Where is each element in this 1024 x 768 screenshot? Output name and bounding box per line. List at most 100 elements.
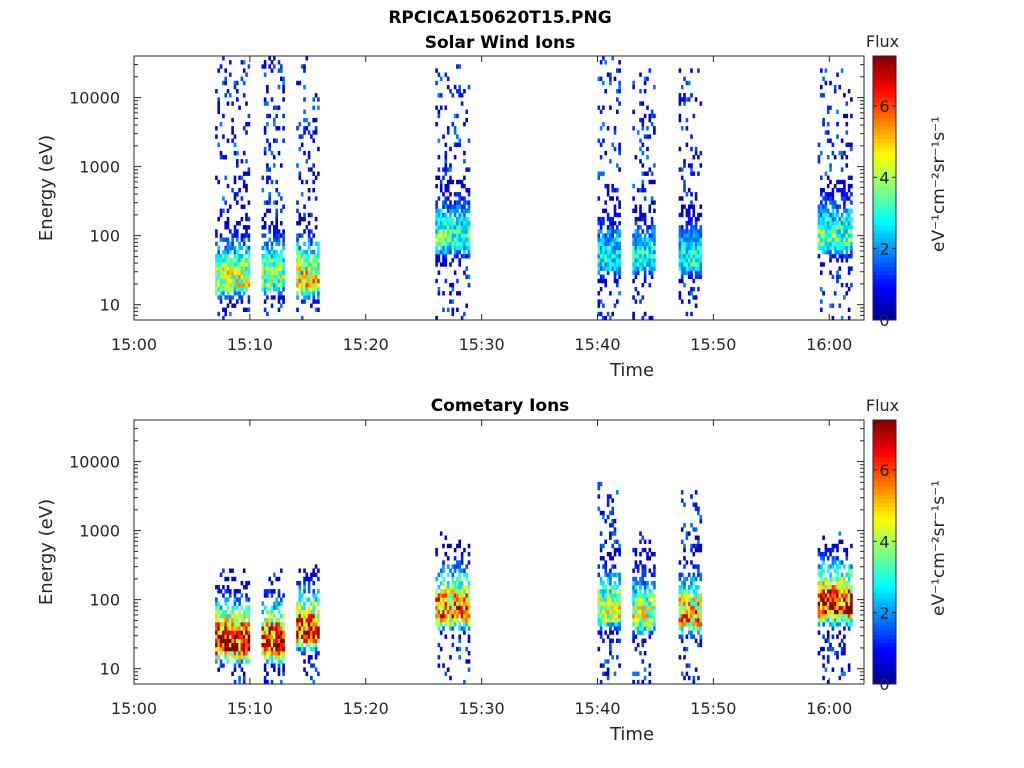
flux-cell <box>687 80 691 86</box>
colorbar-segment <box>873 539 896 545</box>
flux-cell <box>822 225 825 230</box>
flux-cell <box>843 646 846 652</box>
flux-cell <box>609 613 612 619</box>
flux-cell <box>618 552 621 557</box>
flux-cell <box>820 593 823 598</box>
flux-cell <box>824 171 828 176</box>
flux-cell <box>456 609 459 615</box>
flux-cell <box>263 266 267 271</box>
flux-cell <box>602 274 605 279</box>
flux-cell <box>685 233 689 238</box>
flux-cell <box>298 638 302 643</box>
flux-cell <box>683 93 686 98</box>
flux-cell <box>449 249 452 255</box>
flux-cell <box>690 245 693 251</box>
flux-cell <box>820 605 823 610</box>
flux-cell <box>219 605 223 610</box>
flux-cell <box>650 605 654 610</box>
flux-cell <box>618 576 621 582</box>
flux-cell <box>604 659 607 664</box>
flux-cell <box>226 249 230 255</box>
flux-cell <box>453 241 457 246</box>
flux-cell <box>613 262 617 267</box>
flux-cell <box>310 303 313 308</box>
flux-cell <box>222 237 225 242</box>
flux-cell <box>831 303 835 308</box>
flux-cell <box>850 175 853 180</box>
flux-cell <box>632 622 635 627</box>
colorbar-frame <box>872 419 897 685</box>
flux-cell <box>236 159 239 164</box>
flux-cell <box>683 270 686 275</box>
flux-cell <box>460 597 464 602</box>
flux-cell <box>648 249 652 255</box>
flux-cell <box>240 282 244 288</box>
flux-cell <box>458 138 461 143</box>
flux-cell <box>606 609 610 615</box>
flux-cell <box>632 241 635 246</box>
flux-cell <box>618 68 621 73</box>
flux-cell <box>222 618 225 623</box>
flux-cell <box>840 576 844 582</box>
flux-cell <box>838 630 842 635</box>
flux-cell <box>317 307 320 312</box>
flux-cell <box>692 233 696 238</box>
flux-cell <box>616 68 619 73</box>
flux-cell <box>646 262 649 267</box>
flux-cell <box>646 605 649 610</box>
y-tick-label: 10000 <box>69 89 120 108</box>
flux-cell <box>442 580 445 586</box>
flux-cell <box>831 667 835 672</box>
flux-cell <box>229 258 232 263</box>
flux-cell <box>826 208 830 213</box>
flux-cell <box>641 241 645 246</box>
flux-cell <box>678 655 682 660</box>
flux-cell <box>850 254 853 259</box>
flux-cell <box>312 630 315 635</box>
flux-cell <box>822 76 825 81</box>
flux-cell <box>632 233 635 238</box>
flux-cell <box>296 613 299 619</box>
flux-cell <box>847 229 851 234</box>
flux-cell <box>463 225 466 230</box>
flux-cell <box>242 651 246 656</box>
flux-cell <box>632 618 635 623</box>
flux-cell <box>836 613 839 619</box>
flux-cell <box>312 258 315 263</box>
flux-cell <box>305 258 309 263</box>
flux-cell <box>690 580 693 586</box>
flux-cell <box>826 241 830 246</box>
flux-cell <box>826 175 830 180</box>
flux-cell <box>263 630 267 635</box>
flux-cell <box>604 237 607 242</box>
flux-cell <box>310 282 313 288</box>
flux-cell <box>845 572 849 577</box>
flux-cell <box>690 274 693 279</box>
flux-cell <box>317 634 320 639</box>
flux-cell <box>245 159 248 164</box>
colorbar-segment <box>873 196 896 201</box>
flux-cell <box>300 179 304 185</box>
flux-cell <box>453 618 457 623</box>
flux-cell <box>439 93 443 98</box>
flux-cell <box>699 613 703 619</box>
flux-cell <box>820 618 823 623</box>
flux-cell <box>606 254 610 259</box>
flux-cell <box>611 601 614 606</box>
flux-cell <box>692 155 696 160</box>
flux-cell <box>838 204 842 209</box>
flux-cell <box>233 597 237 602</box>
flux-cell <box>683 159 686 164</box>
flux-cell <box>678 560 682 565</box>
flux-cell <box>697 535 700 540</box>
flux-cell <box>224 634 227 639</box>
flux-cell <box>305 613 309 619</box>
flux-cell <box>697 212 700 218</box>
flux-cell <box>305 56 309 61</box>
flux-cell <box>215 274 218 279</box>
flux-cell <box>609 76 612 81</box>
flux-cell <box>439 233 443 238</box>
flux-cell <box>646 618 649 623</box>
flux-cell <box>606 192 610 197</box>
flux-cell <box>277 262 281 267</box>
